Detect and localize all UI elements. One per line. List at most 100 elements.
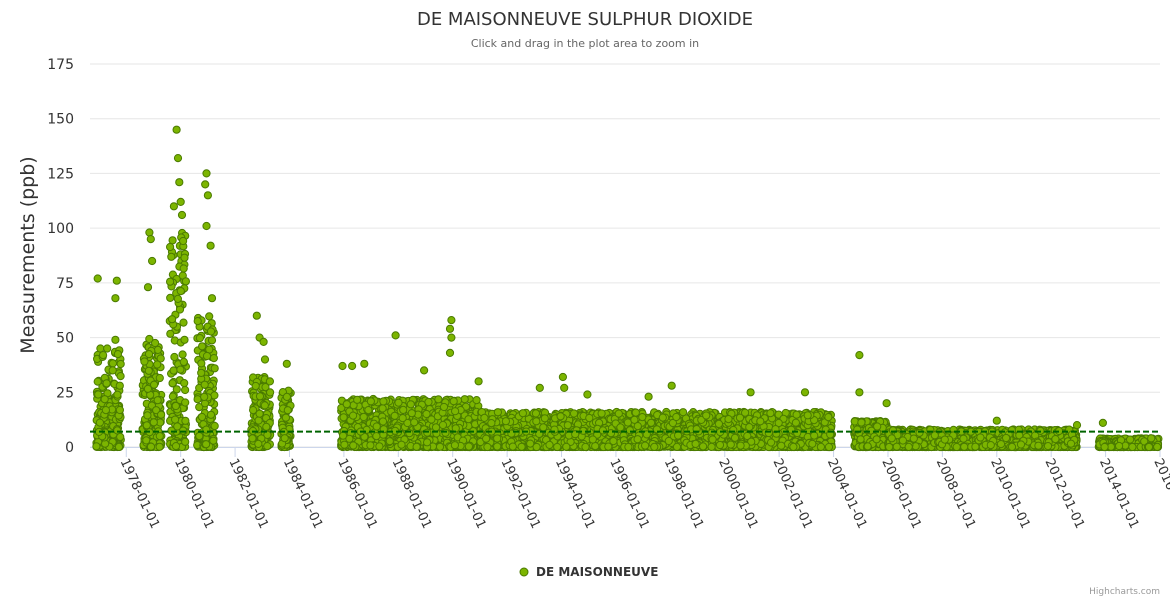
data-point [399, 405, 408, 414]
x-tick-label: 2000-01-01 [715, 456, 761, 531]
x-tick-label: 1978-01-01 [117, 456, 163, 531]
data-point [146, 442, 156, 451]
data-point [342, 400, 351, 409]
x-tick-label: 2012-01-01 [1042, 456, 1088, 531]
data-point [145, 334, 154, 344]
data-point [460, 395, 469, 404]
data-point [114, 442, 124, 451]
x-tick-label: 1998-01-01 [661, 456, 707, 531]
data-point [166, 329, 175, 338]
data-point [407, 409, 416, 418]
data-point [181, 437, 190, 446]
data-point [263, 442, 272, 451]
data-point [390, 411, 399, 420]
data-point [435, 442, 445, 451]
data-point [166, 242, 175, 252]
data-point [197, 412, 207, 422]
x-tick-label: 2014-01-01 [1096, 456, 1142, 531]
x-tick-label: 1990-01-01 [443, 456, 489, 531]
data-point [210, 364, 219, 373]
data-point [179, 236, 188, 246]
data-point [449, 397, 458, 406]
y-tick-label: 0 [65, 440, 74, 456]
data-point [255, 392, 265, 401]
data-point [266, 388, 275, 397]
data-point [179, 426, 188, 435]
data-point [339, 413, 348, 422]
data-point [92, 442, 101, 451]
data-point [101, 406, 111, 415]
data-point [349, 441, 358, 450]
data-point [94, 390, 103, 399]
data-point [95, 418, 105, 427]
data-point [176, 365, 185, 374]
data-point [209, 354, 218, 363]
data-point [108, 359, 118, 368]
data-point [205, 312, 214, 321]
data-point [115, 381, 124, 390]
data-point [345, 434, 354, 443]
data-point [142, 421, 151, 430]
data-point [359, 412, 368, 422]
data-point [206, 410, 216, 419]
scatter-series[interactable] [92, 125, 1163, 452]
data-point [179, 318, 188, 327]
data-point [349, 411, 358, 420]
data-point [423, 438, 432, 447]
y-tick-label: 75 [56, 276, 74, 292]
data-point [340, 440, 349, 449]
data-point [372, 422, 381, 431]
x-tick-label: 2002-01-01 [770, 456, 816, 531]
data-point [423, 428, 432, 437]
data-point [439, 402, 449, 412]
data-point [249, 406, 258, 415]
data-point [113, 426, 122, 435]
data-point [169, 366, 178, 375]
data-point [353, 395, 362, 404]
data-point [167, 426, 176, 435]
x-tick-label: 2008-01-01 [933, 456, 979, 531]
data-point [100, 395, 109, 404]
data-point [115, 405, 125, 415]
data-point [378, 404, 387, 413]
data-point [166, 293, 175, 302]
data-point [282, 392, 291, 401]
data-point [143, 411, 152, 420]
data-point [397, 440, 406, 449]
x-tick-label: 1982-01-01 [225, 456, 271, 531]
data-point [207, 336, 217, 345]
data-point [175, 305, 185, 314]
data-point [170, 352, 179, 362]
data-point [424, 397, 433, 407]
data-point [168, 315, 177, 324]
data-point [412, 442, 421, 451]
data-point [366, 441, 375, 450]
data-point [438, 420, 448, 430]
data-point [206, 327, 216, 336]
data-point [116, 359, 125, 369]
data-point [166, 277, 175, 286]
data-point [143, 384, 152, 393]
data-point [181, 385, 190, 395]
data-point [364, 406, 373, 415]
data-point [210, 421, 219, 431]
data-point [155, 432, 164, 441]
x-tick-label: 1994-01-01 [552, 456, 598, 531]
y-tick-label: 150 [47, 112, 74, 128]
data-point [262, 422, 271, 431]
data-point [260, 401, 269, 410]
y-tick-label: 125 [47, 166, 74, 182]
data-point [378, 417, 388, 426]
data-point [167, 252, 176, 261]
data-point [178, 350, 187, 359]
data-point [195, 432, 204, 441]
data-point [431, 423, 441, 432]
y-tick-label: 175 [47, 57, 74, 73]
data-point [281, 413, 290, 422]
data-point [181, 416, 190, 425]
x-tick-label: 1996-01-01 [606, 456, 652, 531]
data-point [434, 395, 443, 404]
data-point [255, 409, 264, 418]
